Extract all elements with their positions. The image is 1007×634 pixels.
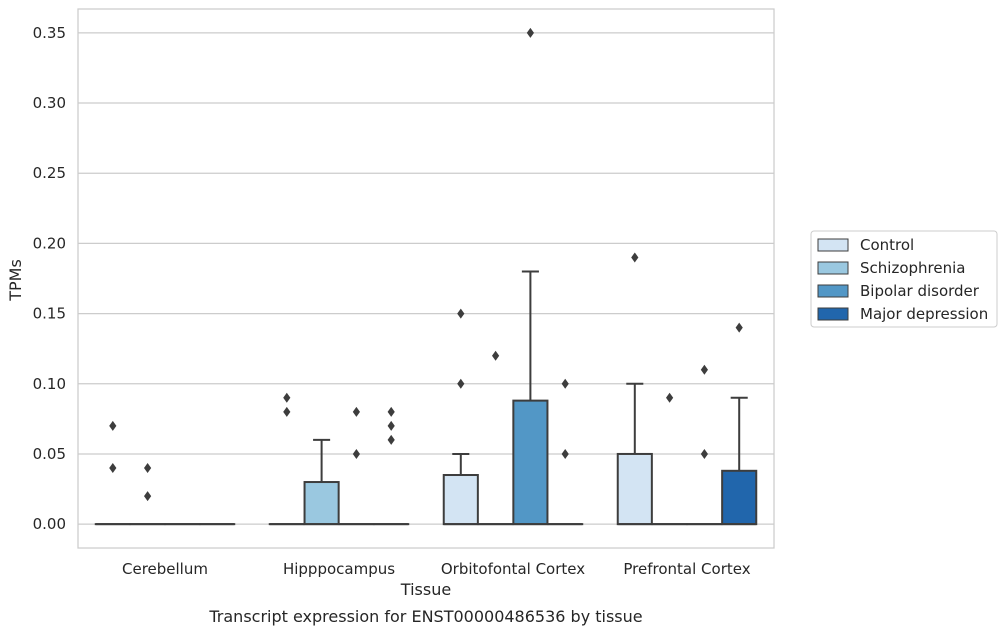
- y-tick-label: 0.30: [33, 94, 66, 112]
- box-group: [442, 452, 479, 526]
- y-tick-label: 0.15: [33, 305, 66, 323]
- outlier-point: [492, 350, 500, 361]
- chart-caption: Transcript expression for ENST0000048653…: [208, 607, 642, 626]
- x-tick-label: Prefrontal Cortex: [623, 560, 750, 578]
- legend-label: Bipolar disorder: [860, 282, 980, 300]
- outlier-point: [631, 252, 639, 263]
- plot-area-frame: [77, 8, 775, 549]
- y-axis-title: TPMs: [6, 259, 25, 302]
- legend-item: Major depression: [817, 305, 988, 323]
- outlier-point: [144, 491, 152, 502]
- box: [616, 452, 653, 526]
- y-tick-label: 0.25: [33, 164, 66, 182]
- x-axis-title: Tissue: [400, 580, 451, 599]
- outlier-point: [352, 406, 360, 417]
- y-tick-label: 0.00: [33, 515, 66, 533]
- outlier-point: [735, 322, 743, 333]
- x-axis-ticks: Cerebellum Hipppocampus Orbitofontal Corte…: [122, 560, 751, 578]
- legend-item: Schizophrenia: [817, 259, 965, 277]
- outlier-point: [561, 448, 569, 459]
- outlier-point: [387, 434, 395, 445]
- outlier-point: [457, 308, 465, 319]
- box: [721, 469, 758, 526]
- y-tick-label: 0.20: [33, 234, 66, 252]
- legend-item: Bipolar disorder: [817, 282, 980, 300]
- outlier-point: [700, 448, 708, 459]
- y-tick-label: 0.05: [33, 445, 66, 463]
- outlier-point: [561, 378, 569, 389]
- boxes: [94, 270, 758, 526]
- outlier-point: [387, 420, 395, 431]
- box: [442, 474, 479, 526]
- box: [512, 399, 549, 526]
- outlier-point: [666, 392, 674, 403]
- outliers: [109, 27, 743, 502]
- box-group: [512, 270, 549, 526]
- legend-label: Major depression: [860, 305, 988, 323]
- y-tick-label: 0.35: [33, 24, 66, 42]
- outlier-point: [352, 448, 360, 459]
- legend-swatch: [817, 261, 849, 275]
- outlier-point: [700, 364, 708, 375]
- legend-swatch: [817, 307, 849, 321]
- outlier-point: [109, 462, 117, 473]
- legend-label: Control: [860, 236, 914, 254]
- grid-lines: [78, 32, 774, 525]
- legend: Control Schizophrenia Bipolar disorder Majo…: [810, 230, 998, 328]
- outlier-point: [283, 392, 291, 403]
- outlier-point: [387, 406, 395, 417]
- x-tick-label: Orbitofontal Cortex: [441, 560, 585, 578]
- legend-label: Schizophrenia: [860, 259, 965, 277]
- box-group: [616, 382, 653, 526]
- box-group: [303, 438, 340, 526]
- x-tick-label: Cerebellum: [122, 560, 208, 578]
- x-tick-label: Hipppocampus: [283, 560, 395, 578]
- y-axis-ticks: 0.00 0.05 0.10 0.15 0.20 0.25 0.30 0.35: [33, 24, 66, 533]
- box-group: [721, 396, 758, 526]
- legend-swatch: [817, 238, 849, 252]
- box: [303, 481, 340, 526]
- legend-frame: [810, 230, 998, 328]
- outlier-point: [457, 378, 465, 389]
- y-tick-label: 0.10: [33, 375, 66, 393]
- legend-swatch: [817, 284, 849, 298]
- outlier-point: [109, 420, 117, 431]
- outlier-point: [144, 462, 152, 473]
- outlier-point: [526, 27, 534, 38]
- legend-item: Control: [817, 236, 914, 254]
- outlier-point: [283, 406, 291, 417]
